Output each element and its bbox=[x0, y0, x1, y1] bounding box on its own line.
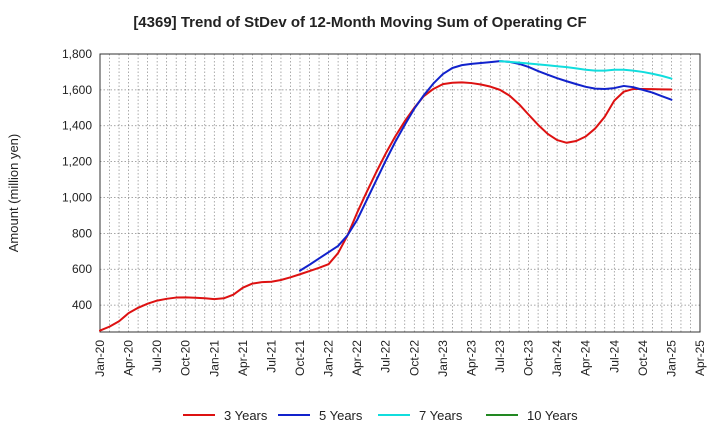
y-axis-label: Amount (million yen) bbox=[6, 134, 21, 253]
x-tick-label: Apr-24 bbox=[579, 340, 593, 376]
x-tick-label: Jan-21 bbox=[207, 340, 221, 377]
grid bbox=[99, 53, 701, 332]
y-tick-label: 800 bbox=[72, 226, 92, 240]
x-tick-label: Apr-22 bbox=[350, 340, 364, 376]
x-tick-label: Oct-20 bbox=[179, 340, 193, 376]
x-tick-label: Oct-23 bbox=[522, 340, 536, 376]
y-tick-label: 1,600 bbox=[62, 83, 92, 97]
y-tick-label: 1,400 bbox=[62, 119, 92, 133]
x-tick-label: Jul-20 bbox=[150, 340, 164, 373]
x-tick-label: Jul-24 bbox=[607, 340, 621, 373]
series-line-5-years bbox=[299, 60, 673, 272]
legend-label: 3 Years bbox=[224, 408, 268, 423]
y-tick-label: 400 bbox=[72, 298, 92, 312]
series-layer bbox=[99, 60, 673, 332]
legend: 3 Years 5 Years 7 Years 10 Years bbox=[183, 408, 578, 423]
x-tick-label: Jan-25 bbox=[664, 340, 678, 377]
x-tick-label: Apr-20 bbox=[122, 340, 136, 376]
x-tick-label: Apr-25 bbox=[693, 340, 707, 376]
legend-label: 7 Years bbox=[419, 408, 463, 423]
y-axis-ticks: 400 600 800 1,000 1,200 1,400 1,600 1,800 bbox=[62, 47, 92, 312]
y-tick-label: 600 bbox=[72, 262, 92, 276]
x-tick-label: Jul-22 bbox=[379, 340, 393, 373]
x-tick-label: Apr-21 bbox=[236, 340, 250, 376]
x-tick-label: Oct-21 bbox=[293, 340, 307, 376]
plot-border bbox=[99, 53, 701, 333]
plot-background bbox=[100, 54, 700, 332]
y-tick-label: 1,000 bbox=[62, 190, 92, 204]
x-tick-label: Oct-24 bbox=[636, 340, 650, 376]
x-tick-label: Jan-23 bbox=[436, 340, 450, 377]
x-tick-label: Oct-22 bbox=[407, 340, 421, 376]
x-tick-label: Apr-23 bbox=[464, 340, 478, 376]
chart-title: [4369] Trend of StDev of 12-Month Moving… bbox=[133, 14, 586, 31]
legend-label: 5 Years bbox=[319, 408, 363, 423]
x-tick-label: Jan-24 bbox=[550, 340, 564, 377]
plot-area bbox=[99, 53, 701, 333]
y-tick-label: 1,200 bbox=[62, 155, 92, 169]
x-tick-label: Jan-22 bbox=[322, 340, 336, 377]
series-line-3-years bbox=[99, 81, 673, 332]
x-tick-label: Jan-20 bbox=[93, 340, 107, 377]
y-tick-label: 1,800 bbox=[62, 47, 92, 61]
x-axis-ticks: Jan-20 Apr-20 Jul-20 Oct-20 Jan-21 Apr-21 Jul-… bbox=[93, 340, 707, 377]
x-tick-label: Jul-21 bbox=[264, 340, 278, 373]
series-line-7-years bbox=[499, 60, 673, 80]
x-tick-label: Jul-23 bbox=[493, 340, 507, 373]
legend-label: 10 Years bbox=[527, 408, 578, 423]
